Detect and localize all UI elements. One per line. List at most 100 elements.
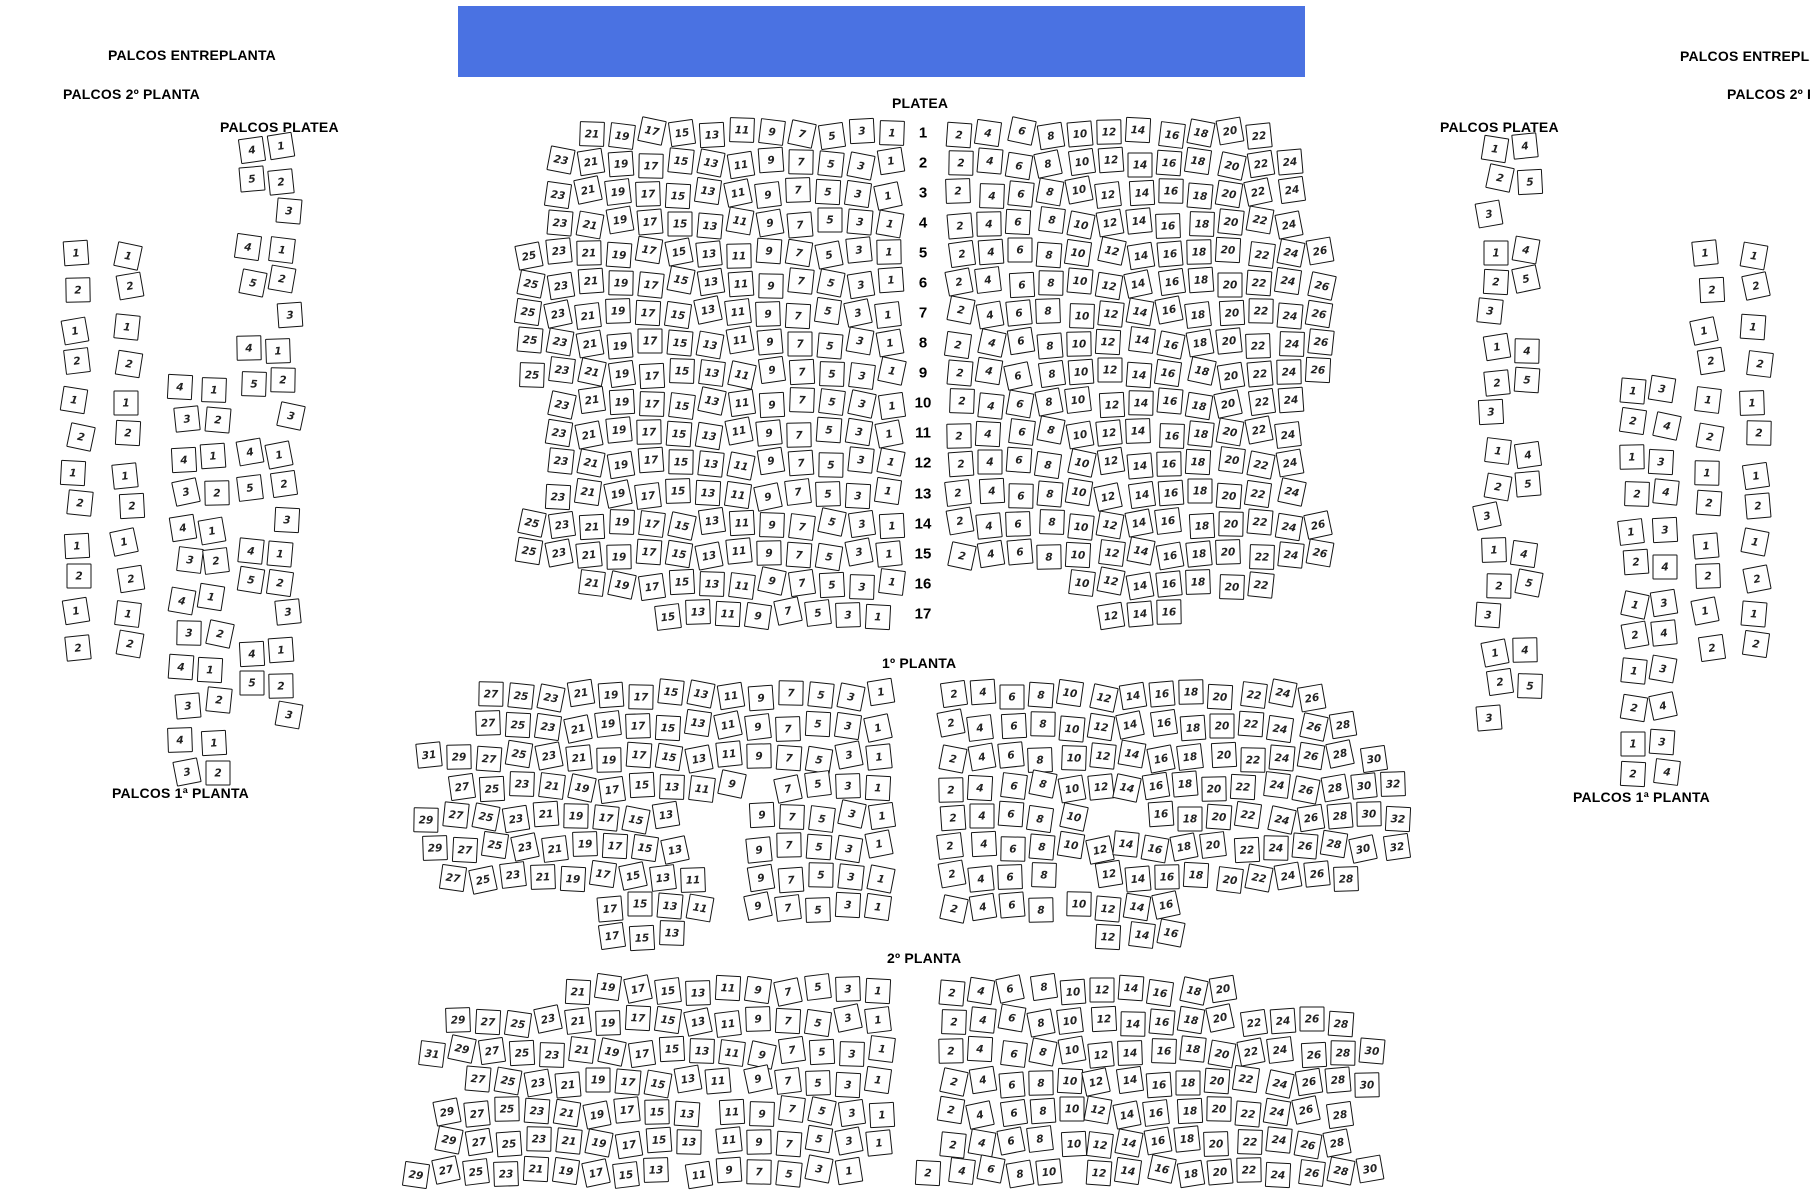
seat[interactable]: 20 xyxy=(1215,327,1243,355)
seat[interactable]: 17 xyxy=(624,1004,652,1032)
seat[interactable]: 19 xyxy=(605,241,633,269)
seat[interactable]: 29 xyxy=(446,744,472,770)
seat[interactable]: 26 xyxy=(1300,1041,1328,1069)
seat[interactable]: 24 xyxy=(1262,1097,1292,1127)
seat[interactable]: 4 xyxy=(167,653,195,681)
seat[interactable]: 1 xyxy=(878,568,906,596)
seat[interactable]: 21 xyxy=(522,1155,550,1183)
seat[interactable]: 4 xyxy=(166,373,194,401)
seat[interactable]: 24 xyxy=(1268,744,1296,772)
seat[interactable]: 20 xyxy=(1219,574,1245,600)
seat[interactable]: 1 xyxy=(868,1101,896,1129)
seat[interactable]: 1 xyxy=(111,462,139,490)
seat[interactable]: 3 xyxy=(849,574,875,600)
seat[interactable]: 3 xyxy=(846,270,876,300)
seat[interactable]: 13 xyxy=(694,541,724,571)
seat[interactable]: 3 xyxy=(843,298,873,328)
seat[interactable]: 12 xyxy=(1095,208,1125,238)
seat[interactable]: 1 xyxy=(1740,527,1770,557)
seat[interactable]: 4 xyxy=(233,232,263,262)
seat[interactable]: 1 xyxy=(876,146,906,176)
seat[interactable]: 1 xyxy=(834,1156,864,1186)
seat[interactable]: 2 xyxy=(1482,268,1510,296)
seat[interactable]: 16 xyxy=(1157,267,1187,297)
seat[interactable]: 8 xyxy=(1033,149,1063,179)
seat[interactable]: 21 xyxy=(575,541,603,569)
seat[interactable]: 1 xyxy=(1740,600,1768,628)
seat[interactable]: 1 xyxy=(60,316,90,346)
seat[interactable]: 23 xyxy=(534,741,564,771)
seat[interactable]: 15 xyxy=(654,603,682,631)
seat[interactable]: 10 xyxy=(1066,891,1092,917)
seat[interactable]: 22 xyxy=(1244,863,1274,893)
seat[interactable]: 1 xyxy=(876,239,902,265)
seat[interactable]: 25 xyxy=(514,241,544,271)
seat[interactable]: 25 xyxy=(493,1066,523,1096)
seat[interactable]: 8 xyxy=(1036,544,1062,570)
seat[interactable]: 2 xyxy=(936,708,966,738)
seat[interactable]: 20 xyxy=(1213,389,1243,419)
seat[interactable]: 24 xyxy=(1273,861,1303,891)
seat[interactable]: 10 xyxy=(1065,420,1095,450)
seat[interactable]: 29 xyxy=(447,1034,477,1064)
seat[interactable]: 23 xyxy=(547,447,575,475)
seat[interactable]: 21 xyxy=(574,302,602,330)
seat[interactable]: 7 xyxy=(787,119,817,149)
seat[interactable]: 2 xyxy=(947,450,975,478)
seat[interactable]: 9 xyxy=(746,1129,772,1155)
seat[interactable]: 26 xyxy=(1307,328,1335,356)
seat[interactable]: 11 xyxy=(725,206,755,236)
seat[interactable]: 21 xyxy=(573,477,603,507)
seat[interactable]: 11 xyxy=(715,740,743,768)
seat[interactable]: 17 xyxy=(614,1068,642,1096)
seat[interactable]: 8 xyxy=(1035,241,1063,269)
seat[interactable]: 11 xyxy=(724,298,752,326)
seat[interactable]: 23 xyxy=(543,180,573,210)
seat[interactable]: 3 xyxy=(834,834,864,864)
seat[interactable]: 2 xyxy=(267,264,297,294)
seat[interactable]: 19 xyxy=(603,479,633,509)
seat[interactable]: 7 xyxy=(789,387,815,413)
seat[interactable]: 13 xyxy=(684,744,714,774)
seat[interactable]: 25 xyxy=(504,739,534,769)
seat[interactable]: 22 xyxy=(1248,241,1276,269)
seat[interactable]: 9 xyxy=(753,482,783,512)
seat[interactable]: 18 xyxy=(1178,679,1204,705)
seat[interactable]: 1 xyxy=(63,532,91,560)
seat[interactable]: 16 xyxy=(1154,295,1184,325)
seat[interactable]: 5 xyxy=(804,770,832,798)
seat[interactable]: 11 xyxy=(724,416,754,446)
seat[interactable]: 18 xyxy=(1179,976,1209,1006)
seat[interactable]: 13 xyxy=(694,479,722,507)
seat[interactable]: 19 xyxy=(605,205,635,235)
seat[interactable]: 7 xyxy=(775,1130,803,1158)
seat[interactable]: 11 xyxy=(726,150,756,180)
seat[interactable]: 2 xyxy=(936,1095,966,1125)
seat[interactable]: 23 xyxy=(539,1042,565,1068)
seat[interactable]: 24 xyxy=(1274,421,1302,449)
seat[interactable]: 2 xyxy=(1695,489,1723,517)
seat[interactable]: 12 xyxy=(1094,859,1124,889)
seat[interactable]: 25 xyxy=(495,1130,523,1158)
seat[interactable]: 2 xyxy=(946,423,972,449)
seat[interactable]: 3 xyxy=(276,301,304,329)
seat[interactable]: 23 xyxy=(546,271,576,301)
seat[interactable]: 8 xyxy=(1035,177,1065,207)
seat[interactable]: 25 xyxy=(462,1158,490,1186)
seat[interactable]: 22 xyxy=(1237,1129,1263,1155)
seat[interactable]: 20 xyxy=(1205,1003,1235,1033)
seat[interactable]: 23 xyxy=(545,237,573,265)
seat[interactable]: 13 xyxy=(649,864,677,892)
seat[interactable]: 16 xyxy=(1140,834,1170,864)
seat[interactable]: 21 xyxy=(577,385,607,415)
seat[interactable]: 23 xyxy=(526,1126,552,1152)
seat[interactable]: 17 xyxy=(597,775,627,805)
seat[interactable]: 26 xyxy=(1304,356,1332,384)
seat[interactable]: 1 xyxy=(1620,731,1646,757)
seat[interactable]: 4 xyxy=(235,437,265,467)
seat[interactable]: 5 xyxy=(817,121,847,151)
seat[interactable]: 3 xyxy=(845,236,873,264)
seat[interactable]: 1 xyxy=(62,239,90,267)
seat[interactable]: 3 xyxy=(837,1098,867,1128)
seat[interactable]: 19 xyxy=(608,122,636,150)
